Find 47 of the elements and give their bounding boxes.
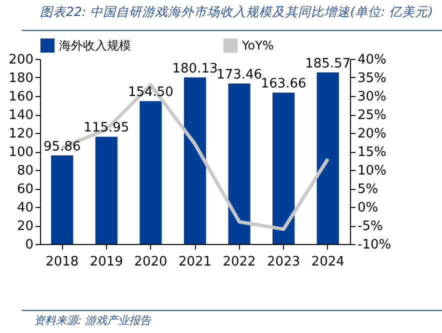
bar [228,84,250,244]
x-tick-label: 2021 [178,254,212,270]
y2-tick-label: 5% [358,182,378,197]
data-label: 185.57 [305,56,351,72]
bar [51,155,74,244]
y2-tick-label: 10% [358,164,386,178]
y-tick-label: 0 [25,238,34,252]
y2-tick-label: 25% [358,108,386,123]
x-tick-label: 2022 [222,254,256,270]
y-tick-label: 200 [8,52,34,68]
y2-tick-label: 20% [358,126,386,142]
y2-tick-label: 30% [358,90,386,104]
x-tick-label: 2019 [90,254,123,270]
text: 资料来源: 游戏产业报告 [34,313,152,328]
data-label: 95.86 [44,139,81,154]
y-tick-label: 80 [16,164,34,178]
y2-tick-label: 40% [358,52,386,68]
y-tick-label: 180 [8,71,34,86]
y-tick-label: 60 [16,182,34,197]
y2-tick-label: -5% [358,219,383,234]
legend-label: 海外收入规模 [59,38,131,53]
bar [272,92,295,244]
bar [184,77,206,244]
x-tick-label: 2018 [46,254,79,270]
data-label: 154.50 [128,85,174,100]
x-tick-label: 2024 [311,254,344,270]
data-label: 180.13 [172,61,218,76]
x-tick-label: 2020 [134,254,168,270]
data-label: 115.95 [84,120,130,136]
x-tick-label: 2023 [267,254,300,270]
y2-tick-label: 35% [358,71,386,86]
bar [95,136,118,244]
legend-label: YoY% [241,38,274,53]
data-label: 163.66 [260,76,306,92]
data-label: 173.46 [216,68,262,83]
y-tick-label: 100 [8,145,34,160]
y2-tick-label: 0% [358,200,378,216]
y-tick-label: 40 [16,200,34,216]
y-tick-label: 120 [8,126,34,142]
y2-tick-label: 15% [358,145,386,160]
bar [316,72,339,244]
y-tick-label: 160 [8,90,34,104]
bar [140,101,162,244]
y-tick-label: 20 [16,219,34,234]
chart-title: 图表22: 中国自研游戏海外市场收入规模及其同比增速(单位: 亿美元) [40,4,434,21]
y-tick-label: 140 [8,108,34,123]
y2-tick-label: -10% [358,238,392,252]
